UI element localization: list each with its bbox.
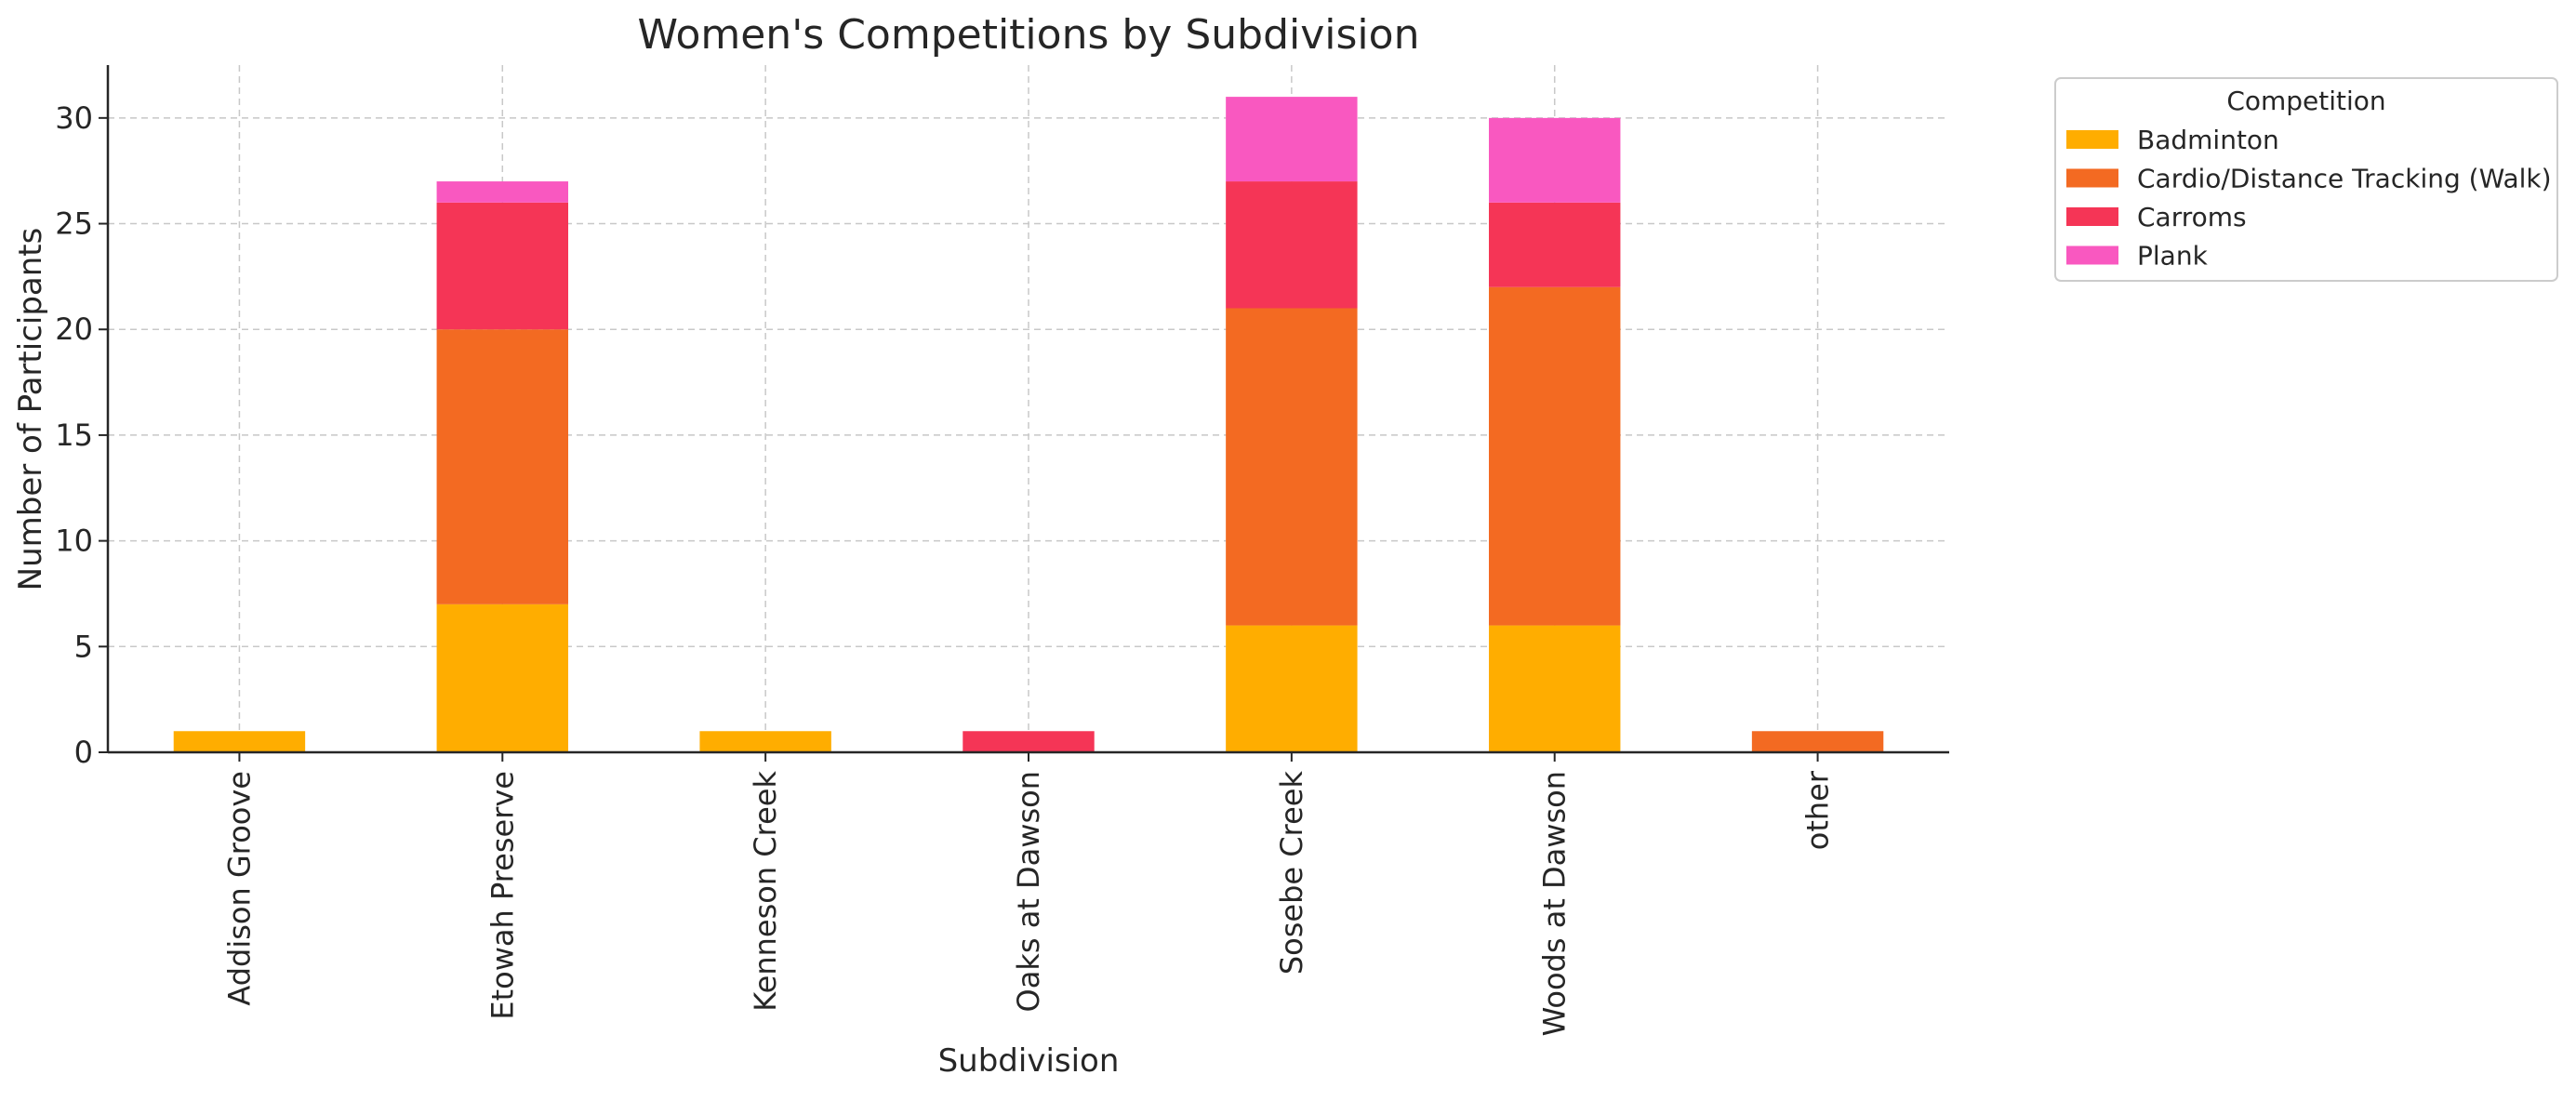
legend-label: Plank (2137, 241, 2209, 272)
x-tick-label: Addison Groove (221, 771, 257, 1006)
x-tick-label: Etowah Preserve (485, 771, 520, 1020)
legend-label: Cardio/Distance Tracking (Walk) (2137, 164, 2552, 194)
y-tick-label: 10 (55, 524, 93, 559)
y-tick-label: 20 (55, 312, 93, 347)
bar-segment (1489, 625, 1621, 752)
chart-title: Women's Competitions by Subdivision (638, 11, 1420, 59)
bar-segment (436, 604, 568, 752)
legend-swatch (2066, 245, 2118, 265)
y-tick-label: 25 (55, 206, 93, 242)
x-tick-label: other (1800, 770, 1836, 850)
bar-segment (1226, 97, 1358, 182)
grid (108, 65, 1949, 753)
x-tick-label: Woods at Dawson (1537, 771, 1573, 1036)
x-tick-label: Oaks at Dawson (1011, 771, 1046, 1012)
bar-segment (1226, 625, 1358, 752)
legend-swatch (2066, 130, 2118, 149)
legend-swatch (2066, 168, 2118, 188)
bar-segment (1489, 202, 1621, 287)
legend: Competition Badminton Cardio/Distance Tra… (2054, 77, 2558, 282)
legend-swatch (2066, 207, 2118, 226)
bar-segment (436, 329, 568, 604)
bar-segment (699, 731, 831, 752)
y-tick-label: 0 (74, 735, 93, 770)
legend-label: Carroms (2137, 202, 2247, 232)
bar-segment (436, 202, 568, 330)
bar-segment (173, 731, 306, 752)
legend-title: Competition (2226, 86, 2385, 116)
bar-segment (1751, 731, 1884, 752)
bar-segment (1226, 181, 1358, 309)
tick-labels: 0 5 10 15 20 25 30 Addison Groove Etowah Preserv… (55, 100, 1835, 1037)
x-tick-label: Kenneson Creek (748, 771, 783, 1012)
bar-segment (1489, 117, 1621, 203)
legend-label: Badminton (2137, 125, 2279, 155)
bar-segment (436, 181, 568, 203)
legend-frame (2054, 77, 2558, 282)
bar-segment (1226, 308, 1358, 626)
y-tick-label: 5 (74, 629, 93, 664)
axes (99, 65, 1949, 762)
bar-segment (963, 731, 1095, 752)
x-tick-label: Sosebe Creek (1274, 771, 1309, 975)
y-tick-label: 30 (55, 100, 93, 136)
bar-segment (1489, 286, 1621, 626)
x-axis-label: Subdivision (938, 1042, 1120, 1080)
y-tick-label: 15 (55, 418, 93, 453)
y-axis-label: Number of Participants (12, 228, 49, 591)
bars (173, 97, 1884, 752)
